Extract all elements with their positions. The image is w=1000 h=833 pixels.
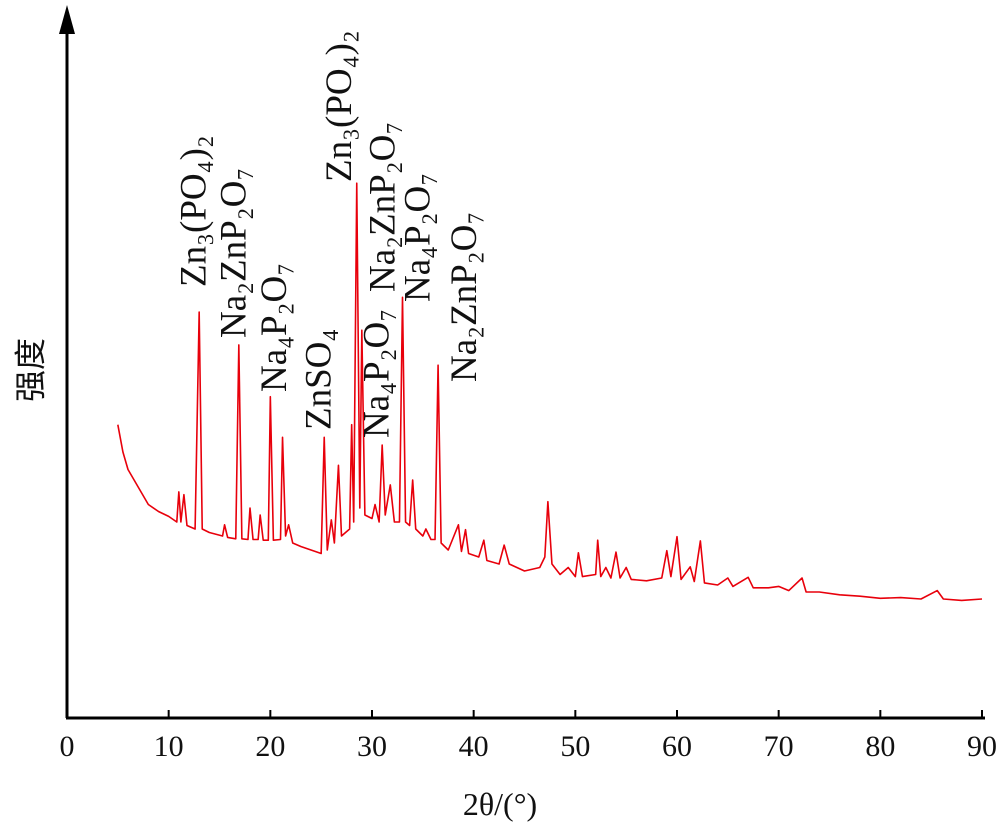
y-axis-label: 强度	[12, 338, 48, 402]
peak-label: Na₄P₂O₇	[397, 173, 438, 302]
x-tick-label: 70	[764, 730, 794, 763]
peak-label: ZnSO₄	[299, 329, 340, 430]
xrd-line	[117, 182, 983, 602]
peak-label: Na₄P₂O₇	[357, 309, 398, 438]
x-axis-label: 2θ/(°)	[463, 786, 537, 822]
peak-label: Zn₃(PO₄)₂	[319, 30, 360, 182]
peak-label: Na₄P₂O₇	[254, 263, 295, 392]
x-tick-label: 50	[560, 730, 590, 763]
peak-label: Na₂ZnP₂O₇	[213, 168, 254, 338]
peak-label: Na₂ZnP₂O₇	[363, 122, 404, 292]
x-tick-label: 60	[662, 730, 692, 763]
x-tick-label: 40	[459, 730, 489, 763]
x-tick-label: 20	[255, 730, 285, 763]
peak-label: Na₂ZnP₂O₇	[444, 212, 485, 382]
x-tick-label: 80	[865, 730, 895, 763]
y-axis-arrow	[59, 5, 75, 34]
x-tick-label: 90	[967, 730, 997, 763]
x-tick-label: 30	[357, 730, 387, 763]
x-tick-label: 10	[154, 730, 184, 763]
peak-label: Zn₃(PO₄)₂	[174, 135, 215, 287]
x-tick-label: 0	[60, 730, 75, 763]
